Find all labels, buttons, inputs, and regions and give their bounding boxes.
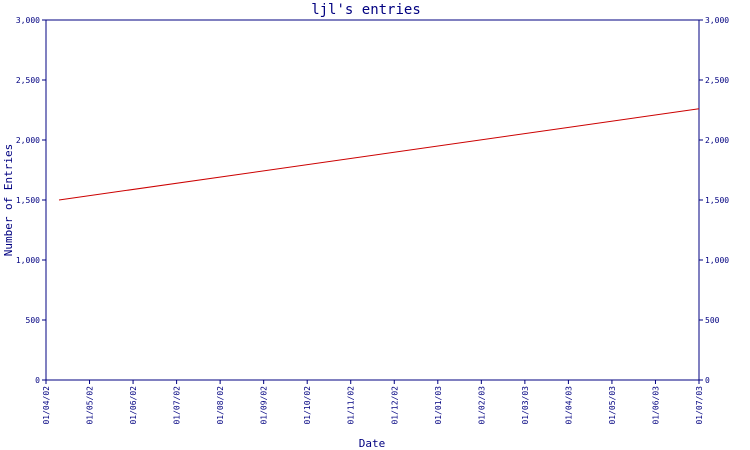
x-axis-label: Date xyxy=(359,437,386,450)
x-tick-label: 01/10/02 xyxy=(303,386,312,425)
x-tick-label: 01/05/02 xyxy=(86,386,95,425)
x-tick-label: 01/03/03 xyxy=(521,386,530,425)
chart-title: ljl's entries xyxy=(311,2,421,18)
y-tick-label-left: 500 xyxy=(26,316,41,325)
x-tick-label: 01/12/02 xyxy=(390,386,399,425)
series-group xyxy=(58,108,700,201)
y-tick-label-left: 2,000 xyxy=(16,136,40,145)
y-tick-label-left: 1,000 xyxy=(16,256,40,265)
x-tick-label: 01/07/03 xyxy=(695,386,704,425)
x-tick-label: 01/06/03 xyxy=(651,386,660,425)
y-tick-label-right: 1,500 xyxy=(705,196,729,205)
y-axis-left: 0 500 1,000 1,500 2,000 2,500 3,000 xyxy=(16,16,46,385)
x-tick-label: 01/02/03 xyxy=(477,386,486,425)
x-tick-label: 01/05/03 xyxy=(608,386,617,425)
y-tick-label-right: 0 xyxy=(705,376,710,385)
y-tick-label-left: 0 xyxy=(35,376,40,385)
plot-frame xyxy=(45,19,700,381)
y-tick-label-left: 1,500 xyxy=(16,196,40,205)
y-axis-right: 0 500 1,000 1,500 2,000 2,500 3,000 xyxy=(699,16,729,385)
x-tick-label: 01/04/03 xyxy=(564,386,573,425)
y-tick-label-right: 500 xyxy=(705,316,720,325)
y-tick-label-left: 2,500 xyxy=(16,76,40,85)
y-tick-label-right: 1,000 xyxy=(705,256,729,265)
x-tick-label: 01/07/02 xyxy=(173,386,182,425)
x-tick-label: 01/04/02 xyxy=(42,386,51,425)
x-tick-label: 01/11/02 xyxy=(347,386,356,425)
y-axis-label: Number of Entries xyxy=(2,144,15,257)
y-tick-label-right: 3,000 xyxy=(705,16,729,25)
y-tick-label-left: 3,000 xyxy=(16,16,40,25)
y-tick-label-right: 2,500 xyxy=(705,76,729,85)
x-tick-label: 01/01/03 xyxy=(434,386,443,425)
x-axis: 01/04/02 01/05/02 01/06/02 01/07/02 01/08/02… xyxy=(42,380,704,425)
y-tick-label-right: 2,000 xyxy=(705,136,729,145)
x-tick-label: 01/08/02 xyxy=(216,386,225,425)
series-line xyxy=(58,108,700,201)
x-tick-label: 01/09/02 xyxy=(260,386,269,425)
x-tick-label: 01/06/02 xyxy=(129,386,138,425)
